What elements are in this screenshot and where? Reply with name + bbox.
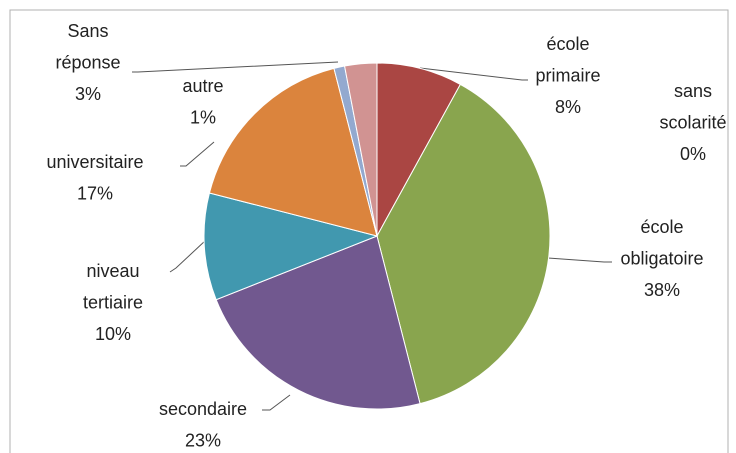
pie-slice — [376, 83, 551, 405]
pie-slice — [215, 235, 421, 410]
slice-value-label: 23% — [185, 430, 221, 450]
pie-slice — [343, 62, 378, 237]
slice-value-label: 10% — [95, 324, 131, 344]
leader-line — [169, 239, 207, 273]
slice-value-label: 1% — [190, 107, 216, 127]
pie-slice — [208, 67, 378, 237]
slice-label: autre — [182, 76, 223, 96]
slice-value-label: 17% — [77, 183, 113, 203]
slice-value-label: 3% — [75, 84, 101, 104]
slice-value-label: 38% — [644, 280, 680, 300]
leader-line — [180, 141, 215, 167]
leader-line — [547, 257, 612, 263]
leader-line — [419, 67, 528, 81]
slice-value-label: 0% — [680, 144, 706, 164]
slice-label: école primaire — [535, 34, 600, 86]
leader-line — [262, 394, 291, 411]
slice-label: secondaire — [159, 399, 247, 419]
slice-value-label: 8% — [555, 97, 581, 117]
slice-label: école obligatoire — [620, 217, 703, 269]
slice-label: universitaire — [46, 152, 143, 172]
leader-line — [132, 61, 339, 73]
slice-label: niveau tertiaire — [83, 261, 143, 313]
slice-label: sans scolarité — [659, 81, 726, 133]
slice-label: Sans réponse — [55, 21, 120, 73]
pie-slice — [203, 192, 379, 301]
